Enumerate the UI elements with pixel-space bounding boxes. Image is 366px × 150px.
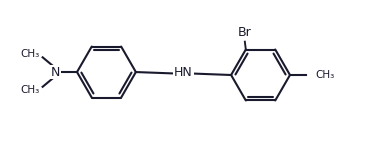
Text: Br: Br	[238, 26, 252, 39]
Text: CH₃: CH₃	[20, 49, 40, 59]
Text: CH₃: CH₃	[20, 85, 40, 95]
Text: N: N	[51, 66, 60, 79]
Text: CH₃: CH₃	[315, 70, 335, 80]
Text: HN: HN	[174, 66, 193, 79]
